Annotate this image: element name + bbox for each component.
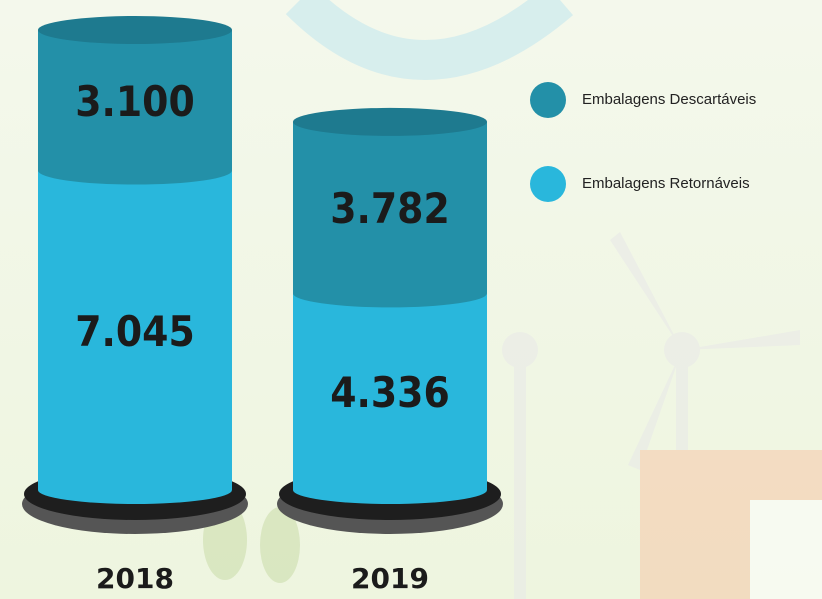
cylinder-cap [293, 107, 487, 136]
value-label: 4.336 [330, 368, 450, 417]
x-tick-label: 2018 [96, 562, 174, 595]
value-label: 3.782 [330, 184, 450, 233]
value-label: 3.100 [75, 77, 195, 126]
plot: 7.045 3.100 2018 4.336 3.782 2019 Embalagens D… [22, 16, 756, 595]
legend-swatch [530, 82, 566, 118]
legend-swatch [530, 166, 566, 202]
legend-label: Embalagens Descartáveis [582, 91, 756, 108]
value-label: 7.045 [75, 307, 195, 356]
cylinder-segment [38, 30, 232, 185]
cylinder-segment [293, 293, 487, 504]
cylinder-segment [38, 170, 232, 504]
legend-label: Embalagens Retornáveis [582, 175, 750, 192]
x-tick-label: 2019 [351, 562, 429, 595]
cylinder-segment [293, 121, 487, 308]
cylinder-cap [38, 16, 232, 44]
